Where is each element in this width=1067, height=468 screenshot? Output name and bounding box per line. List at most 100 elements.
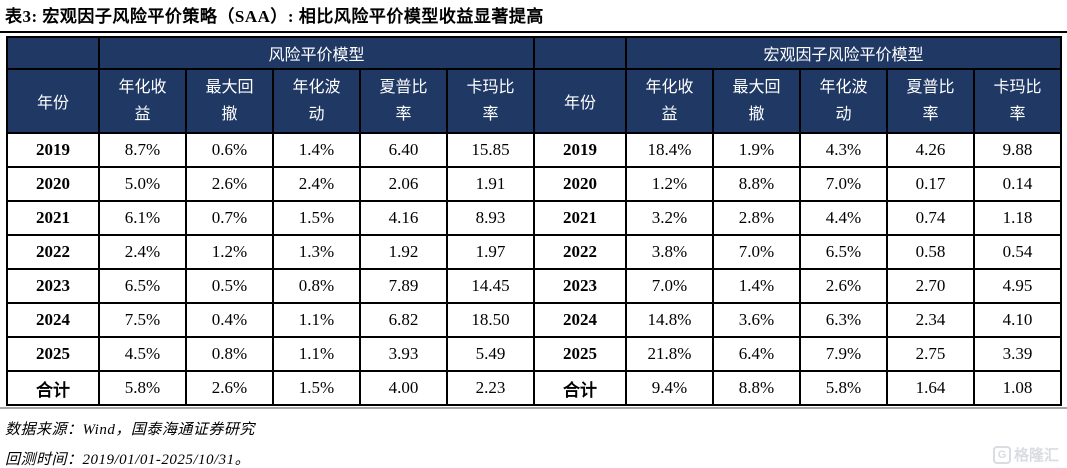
value-cell: 5.8% [799, 370, 888, 406]
value-cell: 5.0% [98, 166, 187, 202]
value-cell: 1.18 [973, 200, 1062, 236]
value-cell: 4.26 [886, 132, 975, 168]
value-cell: 2.4% [98, 234, 187, 270]
title-divider [0, 31, 1067, 33]
col-header-annual-vol-right: 年化波动 [799, 68, 888, 134]
value-cell: 8.8% [712, 370, 801, 406]
value-cell: 7.0% [625, 268, 714, 304]
value-cell: 0.7% [185, 200, 274, 236]
value-cell: 0.6% [185, 132, 274, 168]
col-header-year-right: 年份 [533, 68, 627, 134]
gelonghui-watermark: G 格隆汇 [992, 444, 1059, 465]
gelonghui-logo-icon: G [992, 445, 1011, 464]
year-cell: 2021 [533, 200, 627, 236]
table-row: 2024 7.5% 0.4% 1.1% 6.82 18.50 2024 14.8% 3.6% 6.… [6, 302, 1062, 338]
year-cell: 2023 [533, 268, 627, 304]
backtest-note: 回测时间：2019/01/01-2025/10/31。 [5, 452, 251, 468]
value-cell: 18.4% [625, 132, 714, 168]
value-cell: 0.14 [973, 166, 1062, 202]
value-cell: 4.3% [799, 132, 888, 168]
value-cell: 4.4% [799, 200, 888, 236]
value-cell: 6.5% [98, 268, 187, 304]
value-cell: 14.45 [446, 268, 535, 304]
group-header-row: 风险平价模型 宏观因子风险平价模型 [6, 36, 1062, 70]
value-cell: 2.70 [886, 268, 975, 304]
year-cell: 2022 [533, 234, 627, 270]
value-cell: 1.91 [446, 166, 535, 202]
year-cell: 2025 [6, 336, 100, 372]
value-cell: 0.58 [886, 234, 975, 270]
value-cell: 4.16 [359, 200, 448, 236]
value-cell: 0.8% [272, 268, 361, 304]
value-cell: 18.50 [446, 302, 535, 338]
column-header-row: 年份 年化收益 最大回撤 年化波动 夏普比率 卡玛比率 年份 年化收益 最大回撤… [6, 68, 1062, 134]
value-cell: 2.75 [886, 336, 975, 372]
value-cell: 0.74 [886, 200, 975, 236]
table-row: 2020 5.0% 2.6% 2.4% 2.06 1.91 2020 1.2% 8.8% 7.0%… [6, 166, 1062, 202]
value-cell: 6.4% [712, 336, 801, 372]
value-cell: 1.08 [973, 370, 1062, 406]
col-header-annual-return-right: 年化收益 [625, 68, 714, 134]
page-title: 表3: 宏观因子风险平价策略（SAA）: 相比风险平价模型收益显著提高 [5, 7, 544, 26]
table-row: 2022 2.4% 1.2% 1.3% 1.92 1.97 2022 3.8% 7.0% 6.5%… [6, 234, 1062, 270]
year-cell: 2021 [6, 200, 100, 236]
value-cell: 5.8% [98, 370, 187, 406]
value-cell: 6.3% [799, 302, 888, 338]
corner-cell-right [533, 36, 627, 70]
value-cell: 1.4% [712, 268, 801, 304]
col-header-year-left: 年份 [6, 68, 100, 134]
value-cell: 5.49 [446, 336, 535, 372]
value-cell: 4.00 [359, 370, 448, 406]
value-cell: 7.5% [98, 302, 187, 338]
table-row: 合计 5.8% 2.6% 1.5% 4.00 2.23 合计 9.4% 8.8% 5.8% 1.64… [6, 370, 1062, 406]
table-row: 2019 8.7% 0.6% 1.4% 6.40 15.85 2019 18.4% 1.9% 4.… [6, 132, 1062, 168]
year-cell: 2020 [6, 166, 100, 202]
value-cell: 1.5% [272, 370, 361, 406]
value-cell: 2.6% [799, 268, 888, 304]
value-cell: 1.4% [272, 132, 361, 168]
value-cell: 0.4% [185, 302, 274, 338]
value-cell: 4.5% [98, 336, 187, 372]
year-cell: 合计 [6, 370, 100, 406]
value-cell: 2.34 [886, 302, 975, 338]
value-cell: 0.17 [886, 166, 975, 202]
value-cell: 1.1% [272, 302, 361, 338]
watermark-label: 格隆汇 [1013, 447, 1059, 464]
table-row: 2021 6.1% 0.7% 1.5% 4.16 8.93 2021 3.2% 2.8% 4.4%… [6, 200, 1062, 236]
year-cell: 2023 [6, 268, 100, 304]
col-header-calmar-left: 卡玛比率 [446, 68, 535, 134]
value-cell: 2.23 [446, 370, 535, 406]
value-cell: 1.92 [359, 234, 448, 270]
col-header-calmar-right: 卡玛比率 [973, 68, 1062, 134]
source-note: 数据来源：Wind，国泰海通证券研究 [5, 422, 255, 438]
value-cell: 9.88 [973, 132, 1062, 168]
year-cell: 2022 [6, 234, 100, 270]
value-cell: 2.6% [185, 370, 274, 406]
value-cell: 6.5% [799, 234, 888, 270]
table-row: 2023 6.5% 0.5% 0.8% 7.89 14.45 2023 7.0% 1.4% 2.6… [6, 268, 1062, 304]
value-cell: 0.8% [185, 336, 274, 372]
value-cell: 7.89 [359, 268, 448, 304]
group-header-macro-factor: 宏观因子风险平价模型 [625, 36, 1062, 70]
value-cell: 14.8% [625, 302, 714, 338]
value-cell: 2.8% [712, 200, 801, 236]
value-cell: 1.97 [446, 234, 535, 270]
value-cell: 7.9% [799, 336, 888, 372]
value-cell: 3.39 [973, 336, 1062, 372]
value-cell: 6.40 [359, 132, 448, 168]
value-cell: 7.0% [712, 234, 801, 270]
col-header-sharpe-right: 夏普比率 [886, 68, 975, 134]
value-cell: 4.95 [973, 268, 1062, 304]
value-cell: 2.6% [185, 166, 274, 202]
value-cell: 6.82 [359, 302, 448, 338]
value-cell: 1.2% [625, 166, 714, 202]
col-header-annual-vol-left: 年化波动 [272, 68, 361, 134]
table-body: 2019 8.7% 0.6% 1.4% 6.40 15.85 2019 18.4% 1.9% 4.… [6, 132, 1062, 406]
value-cell: 1.1% [272, 336, 361, 372]
value-cell: 3.8% [625, 234, 714, 270]
year-cell: 2024 [6, 302, 100, 338]
value-cell: 8.93 [446, 200, 535, 236]
value-cell: 1.3% [272, 234, 361, 270]
table-row: 2025 4.5% 0.8% 1.1% 3.93 5.49 2025 21.8% 6.4% 7.9… [6, 336, 1062, 372]
year-cell: 2019 [533, 132, 627, 168]
